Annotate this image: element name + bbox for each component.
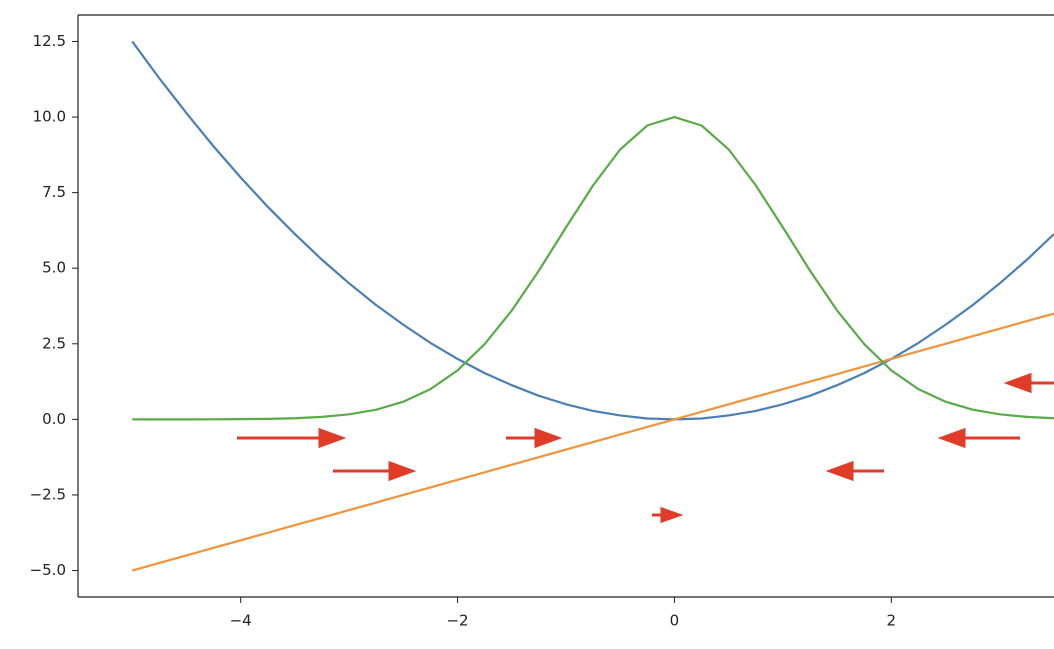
y-tick-label: 0.0: [42, 410, 66, 428]
y-tick-label: 2.5: [42, 334, 66, 352]
annotation-arrows: [237, 372, 1054, 524]
x-tick-label: −4: [230, 612, 252, 630]
x-tick-label: 0: [670, 612, 680, 630]
line-series: [132, 115, 1054, 421]
y-tick-label: 7.5: [42, 183, 66, 201]
y-tick-label: −2.5: [30, 485, 66, 503]
y-tick-label: 12.5: [33, 32, 66, 50]
x-tick-label: 2: [887, 612, 897, 630]
y-tick-label: 10.0: [33, 108, 66, 126]
plot-area: [131, 40, 1054, 572]
x-tick-label: −2: [446, 612, 468, 630]
y-tick-label: −5.0: [30, 561, 66, 579]
line-series: [131, 312, 1054, 572]
y-tick-label: 5.0: [42, 259, 66, 277]
line-series: [131, 40, 1054, 421]
